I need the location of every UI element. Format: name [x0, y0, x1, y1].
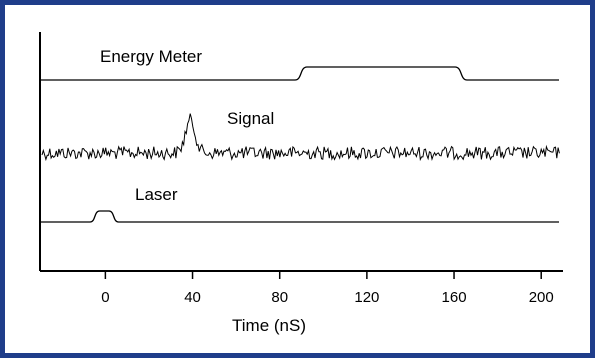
series-signal: [41, 113, 560, 162]
series-label-energy-meter: Energy Meter: [100, 47, 202, 66]
series-laser: [40, 210, 559, 223]
x-axis-title: Time (nS): [232, 316, 306, 335]
x-tick-label: 40: [184, 289, 201, 306]
series-label-signal: Signal: [227, 109, 274, 128]
series-energy-meter: [40, 66, 559, 81]
x-tick-label: 160: [442, 289, 467, 306]
x-tick-label: 200: [529, 289, 554, 306]
series-label-laser: Laser: [135, 185, 178, 204]
x-tick-label: 0: [101, 289, 109, 306]
x-ticks: 0 40 80 120 160 200: [101, 271, 554, 306]
x-tick-label: 80: [271, 289, 288, 306]
x-tick-label: 120: [354, 289, 379, 306]
